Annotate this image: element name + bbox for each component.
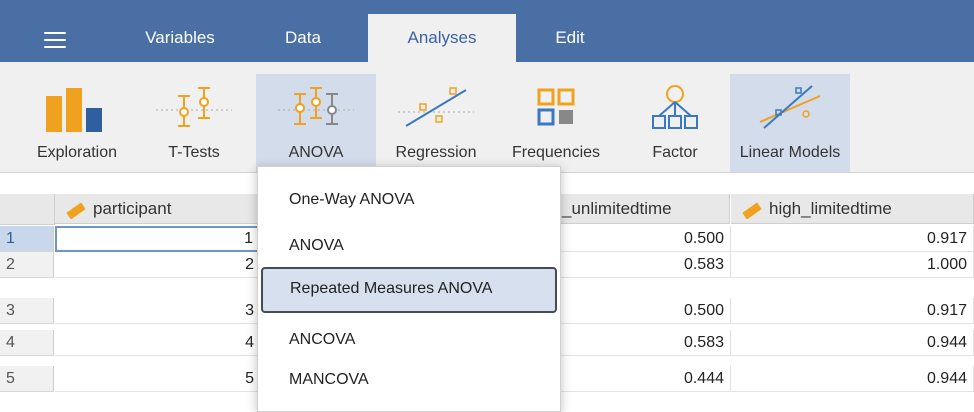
table-cell[interactable]: 1 (55, 226, 261, 252)
table-cell[interactable]: 0.583 (560, 252, 731, 278)
table-cell[interactable]: 2 (55, 252, 261, 278)
factor-label: Factor (652, 144, 698, 161)
frequencies-icon (537, 88, 575, 126)
anova-icon (278, 87, 354, 125)
menu-item-mancova[interactable]: MANCOVA (289, 371, 369, 388)
column-header-label: _unlimitedtime (562, 199, 672, 218)
table-cell[interactable]: 0.444 (560, 366, 731, 392)
linear-models-button[interactable]: Linear Models (730, 74, 850, 172)
exploration-label: Exploration (36, 144, 118, 161)
anova-dropdown-menu: One-Way ANOVA ANOVA Repeated Measures AN… (257, 166, 561, 412)
table-cell[interactable]: 0.583 (560, 330, 731, 356)
column-header-label: participant (93, 199, 172, 218)
factor-icon (652, 85, 698, 129)
table-cell[interactable]: 4 (55, 330, 261, 356)
exploration-icon (46, 88, 102, 132)
ruler-icon (742, 202, 762, 219)
table-cell[interactable]: 0.917 (731, 226, 974, 252)
table-cell[interactable]: 0.500 (560, 226, 731, 252)
hamburger-icon[interactable] (44, 32, 66, 48)
menu-item-ancova[interactable]: ANCOVA (289, 331, 356, 348)
menu-item-repeated-measures-anova[interactable]: Repeated Measures ANOVA (261, 267, 557, 313)
row-number[interactable]: 2 (0, 252, 54, 278)
regression-button[interactable]: Regression (384, 74, 488, 172)
row-number[interactable]: 4 (0, 330, 54, 356)
table-cell[interactable]: 0.944 (731, 330, 974, 356)
row-number[interactable]: 1 (0, 226, 54, 252)
analyses-ribbon: Exploration T-Tests (0, 62, 974, 173)
frequencies-button[interactable]: Frequencies (494, 74, 618, 172)
tab-variables[interactable]: Variables (145, 28, 215, 47)
tab-data[interactable]: Data (285, 28, 321, 47)
row-number[interactable]: 5 (0, 366, 54, 392)
column-header-participant[interactable]: participant (55, 194, 295, 224)
row-number-header (0, 194, 55, 225)
menu-item-anova[interactable]: ANOVA (289, 237, 344, 254)
table-cell[interactable]: 3 (55, 298, 261, 324)
menu-item-one-way-anova[interactable]: One-Way ANOVA (289, 191, 415, 208)
factor-button[interactable]: Factor (630, 74, 720, 172)
exploration-button[interactable]: Exploration (22, 74, 132, 172)
column-header-label: high_limitedtime (769, 199, 892, 218)
column-header-high-limitedtime[interactable]: high_limitedtime (731, 194, 974, 224)
top-tab-bar: Variables Data Analyses Edit (0, 0, 974, 62)
anova-button[interactable]: ANOVA (256, 74, 376, 172)
regression-icon (398, 87, 474, 127)
table-cell[interactable]: 0.500 (560, 298, 731, 324)
column-header-unlimitedtime[interactable]: _unlimitedtime (560, 194, 730, 224)
tab-edit[interactable]: Edit (555, 28, 585, 47)
table-cell[interactable]: 1.000 (731, 252, 974, 278)
table-cell[interactable]: 5 (55, 366, 261, 392)
ruler-icon (66, 202, 86, 219)
table-cell[interactable]: 0.944 (731, 366, 974, 392)
anova-label: ANOVA (288, 144, 344, 161)
t-tests-label: T-Tests (168, 144, 220, 161)
regression-label: Regression (395, 144, 477, 161)
linear-models-label: Linear Models (739, 144, 841, 161)
table-cell[interactable]: 0.917 (731, 298, 974, 324)
linear-models-icon (759, 85, 821, 129)
row-number[interactable]: 3 (0, 298, 54, 324)
t-tests-icon (156, 87, 232, 127)
t-tests-button[interactable]: T-Tests (148, 74, 240, 172)
tab-analyses[interactable]: Analyses (368, 14, 516, 62)
frequencies-label: Frequencies (511, 144, 601, 161)
